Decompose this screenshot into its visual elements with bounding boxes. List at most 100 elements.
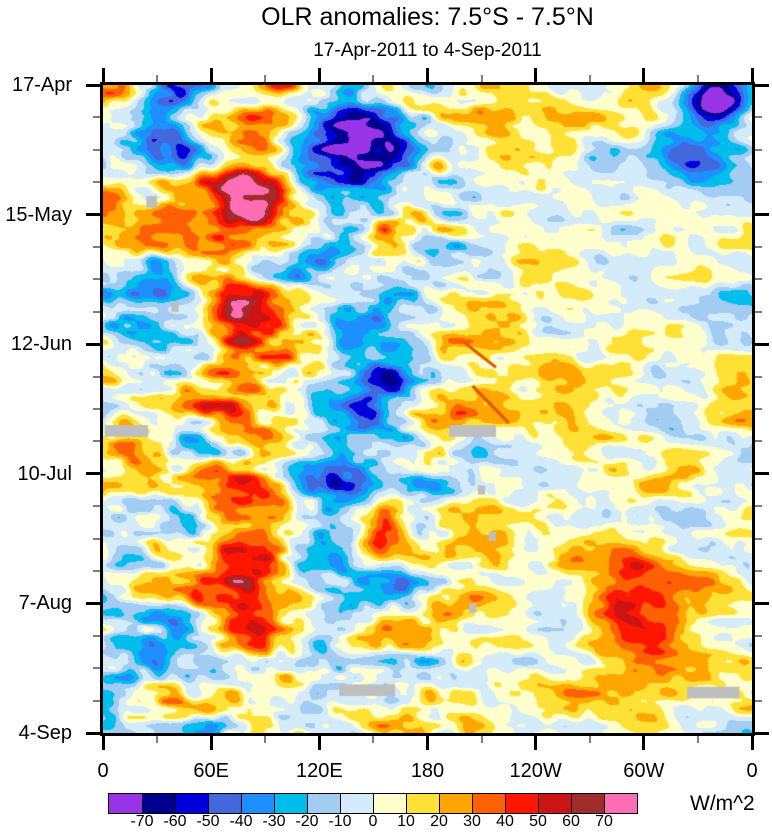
major-tick <box>86 472 100 476</box>
x-tick-label: 0 <box>746 760 758 782</box>
major-tick <box>750 736 754 750</box>
minor-tick <box>755 278 762 281</box>
minor-tick <box>93 505 100 508</box>
x-tick-label: 60E <box>193 760 229 782</box>
major-tick <box>86 601 100 605</box>
major-tick <box>755 342 769 346</box>
major-tick <box>534 736 538 750</box>
colorbar-tick-label: 40 <box>496 813 514 830</box>
major-tick <box>426 68 429 82</box>
minor-tick <box>755 699 762 702</box>
minor-tick <box>755 505 762 508</box>
colorbar-cell <box>142 794 175 813</box>
colorbar-cell <box>406 794 439 813</box>
colorbar-cell <box>439 794 472 813</box>
minor-tick <box>93 181 100 184</box>
minor-tick <box>372 736 375 743</box>
y-tick-label: 4-Sep <box>18 722 72 744</box>
minor-tick <box>755 116 762 119</box>
colorbar-unit-label: W/m^2 <box>690 792 755 815</box>
colorbar-tick-label: -60 <box>163 813 187 830</box>
major-tick <box>755 83 769 87</box>
x-tick-label: 120E <box>295 760 343 782</box>
major-tick <box>101 736 105 750</box>
minor-tick <box>93 116 100 119</box>
y-tick-label: 10-Jul <box>17 462 72 485</box>
major-tick <box>755 472 769 476</box>
minor-tick <box>93 148 100 151</box>
chart-title: OLR anomalies: 7.5°S - 7.5°N <box>261 3 594 31</box>
major-tick <box>209 736 213 750</box>
colorbar-tick-label: -10 <box>328 813 352 830</box>
colorbar-tick-label: 70 <box>595 813 613 830</box>
minor-tick <box>93 440 100 443</box>
minor-tick <box>755 246 762 248</box>
minor-tick <box>156 736 159 743</box>
minor-tick <box>93 408 100 410</box>
major-tick <box>317 736 321 750</box>
colorbar-cell <box>505 794 538 813</box>
minor-tick <box>480 75 483 82</box>
minor-tick <box>755 440 762 443</box>
colorbar-cell <box>241 794 274 813</box>
major-tick <box>86 213 100 217</box>
minor-tick <box>93 634 100 637</box>
x-tick-label: 0 <box>97 760 109 782</box>
colorbar-cell <box>175 794 208 813</box>
minor-tick <box>264 75 267 82</box>
minor-tick <box>93 310 100 313</box>
minor-tick <box>93 699 100 702</box>
minor-tick <box>755 375 762 378</box>
colorbar-cell <box>571 794 604 813</box>
colorbar-tick-label: -50 <box>196 813 220 830</box>
y-tick-label: 15-May <box>5 203 72 226</box>
major-tick <box>86 342 100 346</box>
minor-tick <box>372 75 375 82</box>
major-tick <box>86 731 100 735</box>
y-tick-label: 7-Aug <box>18 592 72 615</box>
colorbar-tick-label: 0 <box>368 813 378 830</box>
minor-tick <box>588 736 591 743</box>
minor-tick <box>93 537 100 540</box>
minor-tick <box>93 375 100 378</box>
minor-tick <box>93 278 100 281</box>
major-tick <box>209 68 213 82</box>
y-tick-label: 12-Jun <box>10 333 72 356</box>
colorbar-tick-label: 30 <box>463 813 481 830</box>
colorbar-cell <box>340 794 373 813</box>
colorbar-tick-label: -20 <box>295 813 319 830</box>
major-tick <box>642 736 646 750</box>
colorbar-cell <box>307 794 340 813</box>
minor-tick <box>755 667 762 670</box>
colorbar-tick-label: 50 <box>529 813 547 830</box>
minor-tick <box>755 537 762 540</box>
major-tick <box>534 68 538 82</box>
minor-tick <box>93 667 100 670</box>
colorbar <box>108 793 638 814</box>
x-tick-label: 120W <box>509 760 562 782</box>
minor-tick <box>93 570 100 572</box>
major-tick <box>86 83 100 87</box>
x-tick-label: 60W <box>623 760 665 782</box>
major-tick <box>750 68 754 82</box>
minor-tick <box>480 736 483 743</box>
colorbar-tick-label: -70 <box>130 813 154 830</box>
minor-tick <box>93 246 100 248</box>
major-tick <box>317 68 321 82</box>
minor-tick <box>755 181 762 184</box>
colorbar-cell <box>373 794 406 813</box>
heatmap-canvas <box>103 85 752 733</box>
minor-tick <box>696 736 699 743</box>
major-tick <box>755 731 769 735</box>
colorbar-tick-label: 10 <box>397 813 415 830</box>
minor-tick <box>755 570 762 572</box>
colorbar-cell <box>109 794 142 813</box>
colorbar-cell <box>274 794 307 813</box>
plot-area <box>103 85 752 733</box>
minor-tick <box>696 75 699 82</box>
minor-tick <box>588 75 591 82</box>
major-tick <box>755 601 769 605</box>
colorbar-cell <box>472 794 505 813</box>
colorbar-tick-label: -40 <box>229 813 253 830</box>
